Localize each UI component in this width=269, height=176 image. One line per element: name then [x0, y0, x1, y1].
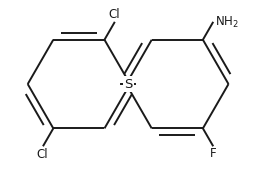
Text: Cl: Cl [108, 8, 120, 21]
Text: F: F [210, 147, 216, 160]
Text: NH$_2$: NH$_2$ [215, 15, 239, 30]
Text: S: S [124, 78, 132, 91]
Text: Cl: Cl [37, 148, 48, 161]
